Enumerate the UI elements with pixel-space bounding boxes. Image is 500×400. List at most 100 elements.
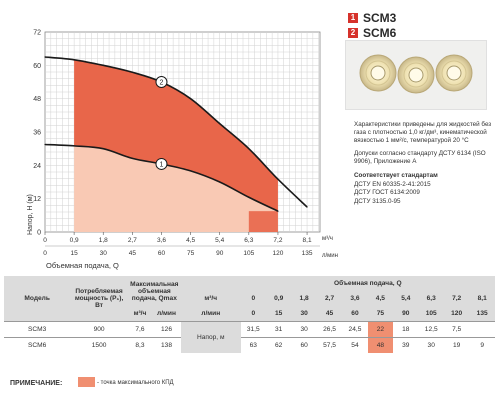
x-flow-tick-label: 2,7	[128, 237, 137, 244]
x-flow-unit: м³/ч	[322, 236, 333, 242]
row-model: SCM3	[4, 320, 71, 337]
data-point-scm3	[219, 181, 221, 183]
header-model: Модель	[4, 276, 71, 321]
curve-fills	[74, 59, 278, 232]
q-m3h-cell: 2,7	[316, 291, 343, 306]
note-label: ПРИМЕЧАНИЕ:	[10, 380, 63, 387]
table-header-row-1: Модель Потребляемая мощность (P₁), Вт Ма…	[4, 276, 495, 321]
marker-circle	[155, 157, 168, 170]
legend-label: SCM3	[363, 11, 397, 25]
row-qmax-m3h: 8,3	[127, 336, 153, 353]
q-m3h-cell: 0,9	[265, 291, 292, 306]
table-row-scm6: SCM6 1500 8,3 138 63 62 60 57,5 54 48 39…	[4, 336, 495, 353]
head-cell: 18	[393, 320, 419, 337]
head-cell: 30	[291, 320, 317, 337]
legend-number: 2	[348, 28, 358, 38]
notes-tolerances: Допуски согласно стандарту ДСТУ 6134 (IS…	[354, 149, 486, 165]
data-point-scm3	[131, 157, 133, 159]
fill-scm3-area	[74, 145, 278, 232]
head-cell: 7,5	[443, 320, 470, 337]
head-cell: 63	[240, 336, 266, 353]
header-max-flow: Максимальная объемная подача, Qmax	[127, 276, 181, 306]
head-cell: 31,5	[240, 320, 266, 337]
head-cell	[469, 320, 495, 337]
marker-circle	[155, 76, 168, 88]
performance-table: Модель Потребляемая мощность (P₁), Вт Ма…	[4, 276, 495, 353]
x-flow-tick-label: 4,5	[186, 237, 195, 244]
head-cell: 60	[291, 336, 317, 353]
row-qmax-lpm: 126	[152, 320, 181, 337]
x-flow-tick-label: 1,8	[99, 237, 108, 244]
max-flow-unit-lpm: л/мин	[152, 306, 181, 321]
marker-number: 1	[160, 161, 164, 168]
q-lpm-cell: 30	[291, 306, 317, 321]
row-model: SCM6	[4, 336, 71, 353]
data-point-scm3	[44, 143, 46, 146]
unit-lpm: л/мин	[180, 306, 241, 321]
q-lpm-cell: 15	[265, 306, 292, 321]
x-lpm-tick-label: 30	[100, 250, 108, 257]
q-lpm-cell: 45	[316, 306, 343, 321]
data-point-scm6	[131, 71, 133, 73]
q-m3h-cell: 6,3	[418, 291, 444, 306]
standard-item: ДСТУ EN 60335-2-41:2015	[354, 181, 431, 189]
q-m3h-cell: 7,2	[443, 291, 470, 306]
data-point-scm6	[306, 206, 308, 208]
table-header-row-2: м³/ч 0 0,9 1,8 2,7 3,6 4,5 5,4 6,3 7,2 8…	[4, 291, 495, 306]
head-cell-max-efficiency: 22	[367, 320, 394, 337]
specification-notes: Характеристики приведены для жидкостей б…	[354, 121, 499, 206]
legend-item-scm6: 2 SCM6	[348, 26, 396, 40]
q-m3h-cell: 5,4	[393, 291, 419, 306]
y-axis-label: Напор, H (м)	[27, 194, 34, 235]
legend-label: SCM6	[363, 26, 397, 40]
head-cell: 26,5	[316, 320, 343, 337]
coil-1	[359, 54, 397, 92]
header-power: Потребляемая мощность (P₁), Вт	[70, 276, 128, 321]
y-tick-label: 48	[33, 96, 41, 103]
data-point-scm6	[102, 64, 104, 66]
fill-scm6-area	[74, 59, 278, 212]
x-lpm-tick-label: 45	[129, 250, 137, 257]
q-lpm-cell: 120	[443, 306, 470, 321]
curve-scm6	[44, 56, 308, 208]
row-power: 900	[70, 320, 128, 337]
data-point-scm3	[277, 210, 279, 212]
coil-2	[397, 56, 435, 94]
data-point-scm3	[189, 170, 192, 172]
header-flow: Объемная подача, Q	[240, 276, 495, 291]
x-axis-label: Объемная подача, Q	[46, 261, 119, 270]
x-lpm-tick-label: 75	[187, 250, 195, 257]
x-flow-tick-label: 7,2	[273, 237, 282, 244]
y-tick-label: 36	[33, 130, 41, 137]
data-point-scm6	[189, 98, 192, 100]
max-efficiency-zone	[248, 211, 278, 232]
head-cell: 39	[393, 336, 419, 353]
head-cell: 57,5	[316, 336, 343, 353]
q-m3h-cell: 8,1	[469, 291, 495, 306]
data-point-scm3	[73, 145, 75, 147]
data-point-scm6	[277, 178, 279, 180]
x-flow-tick-label: 0,9	[70, 237, 79, 244]
coil-3	[435, 54, 473, 92]
x-lpm-unit: л/мин	[322, 253, 338, 259]
x-lpm-tick-label: 15	[71, 250, 79, 257]
note-text: - точка максимального КПД	[97, 380, 174, 386]
data-point-scm6	[44, 56, 46, 58]
x-lpm-tick-label: 0	[43, 250, 47, 257]
x-flow-tick-label: 0	[43, 237, 47, 244]
q-m3h-cell: 1,8	[291, 291, 317, 306]
row-qmax-lpm: 138	[152, 336, 181, 353]
table-header-row-3: м³/ч л/мин л/мин 0 15 30 45 60 75 90 105…	[4, 306, 495, 321]
y-tick-label: 12	[33, 196, 41, 203]
head-cell: 9	[469, 336, 495, 353]
q-lpm-cell: 75	[367, 306, 394, 321]
q-lpm-cell: 60	[342, 306, 368, 321]
x-lpm-tick-label: 105	[243, 250, 254, 257]
head-cell: 54	[342, 336, 368, 353]
head-cell: 19	[443, 336, 470, 353]
standards-title: Соответствует стандартам	[354, 172, 438, 180]
notes-conditions: Характеристики приведены для жидкостей б…	[354, 121, 492, 145]
series-marker-1: 1	[155, 157, 168, 170]
q-lpm-cell: 105	[418, 306, 444, 321]
